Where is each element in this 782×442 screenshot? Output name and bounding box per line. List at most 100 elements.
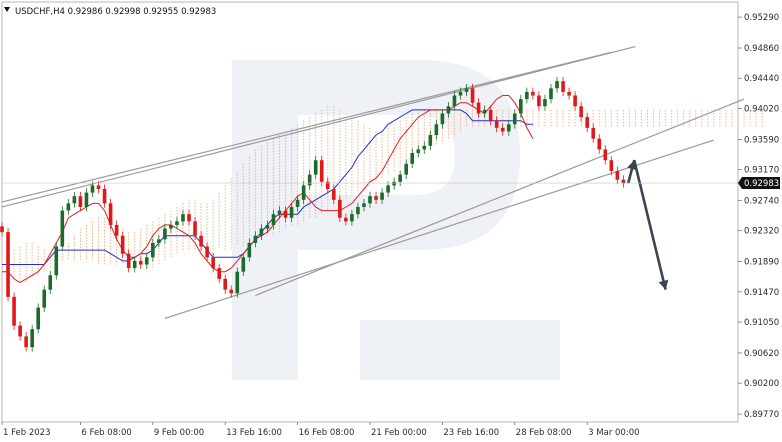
candle-bearish [96, 185, 101, 189]
candle-bearish [494, 120, 499, 128]
candle-bullish [30, 329, 34, 348]
candle-bearish [187, 214, 191, 222]
candle-bullish [555, 81, 559, 89]
candle-bullish [289, 206, 294, 218]
candle-bullish [271, 214, 276, 225]
candle-bullish [72, 196, 77, 204]
candle-bearish [500, 127, 505, 132]
candle-bullish [181, 214, 185, 222]
candle-bearish [344, 217, 348, 222]
candle-bullish [157, 239, 161, 243]
candle-bearish [615, 171, 620, 180]
channel-line [164, 139, 715, 320]
candle-bullish [512, 113, 517, 125]
candle-bullish [410, 153, 415, 164]
y-tick-label: 0.95290 [744, 13, 779, 23]
watermark-logo [232, 60, 560, 380]
y-tick-label: 0.94860 [744, 44, 779, 54]
candle-bearish [621, 179, 626, 184]
candle-bullish [295, 199, 300, 207]
candle-bullish [301, 185, 306, 200]
x-tick-label: 23 Feb 16:00 [443, 428, 499, 438]
candle-bullish [452, 95, 457, 107]
candle-bullish [368, 196, 372, 204]
forecast-arrowhead [658, 279, 669, 290]
candle-bearish [126, 253, 131, 269]
y-tick-label: 0.90200 [744, 379, 779, 389]
forecast-path [626, 159, 667, 290]
candle-bearish [476, 102, 481, 114]
x-tick-label: 16 Feb 08:00 [299, 428, 355, 438]
candle-bearish [561, 81, 565, 92]
time-axis: 1 Feb 2023 6 Feb 08:00 9 Feb 00:00 13 Feb 1… [1, 422, 640, 438]
candle-bearish [102, 188, 107, 204]
candle-bullish [151, 242, 155, 258]
x-tick-label: 28 Feb 08:00 [516, 428, 572, 438]
collapse-triangle-icon[interactable] [4, 7, 10, 12]
candle-bullish [144, 257, 149, 265]
y-tick-label: 0.91470 [744, 288, 779, 298]
x-tick-label: 21 Feb 00:00 [371, 428, 427, 438]
candle-bullish [543, 99, 547, 107]
candle-bullish [60, 210, 65, 247]
y-tick-label: 0.91890 [744, 258, 779, 268]
channel-line [1, 51, 612, 203]
y-tick-label: 0.89770 [744, 410, 779, 420]
candle-bearish [229, 289, 234, 294]
candle-bullish [362, 203, 366, 207]
candle-bearish [193, 221, 197, 236]
candle-bearish [585, 117, 589, 128]
trend-channel-lines [1, 46, 745, 320]
candle-bullish [54, 246, 59, 276]
candle-bearish [567, 91, 571, 96]
symbol-line: USDCHF,H4 0.92986 0.92998 0.92955 0.9298… [15, 7, 216, 17]
candle-bullish [398, 174, 402, 182]
candle-bullish [235, 271, 240, 294]
candle-bearish [338, 199, 342, 218]
x-tick-label: 1 Feb 2023 [3, 428, 51, 438]
chart-header: USDCHF,H4 0.92986 0.92998 0.92955 0.9298… [4, 7, 216, 17]
candle-bearish [217, 268, 221, 279]
candle-bearish [603, 149, 608, 161]
candle-bearish [374, 196, 378, 200]
candle-bearish [24, 336, 28, 348]
candle-bullish [392, 181, 396, 186]
watermark-block [360, 320, 560, 380]
candle-bullish [380, 192, 384, 200]
x-tick-label: 13 Feb 16:00 [226, 428, 282, 438]
price-axis: 0.95290 0.94860 0.94440 0.94020 0.93590 0.931… [2, 13, 780, 420]
candle-bullish [66, 203, 71, 211]
candle-bullish [434, 124, 439, 136]
y-tick-label: 0.94440 [744, 74, 779, 84]
y-tick-label: 0.94020 [744, 104, 779, 114]
candle-bullish [356, 206, 360, 215]
candle-bullish [350, 214, 354, 222]
y-tick-label: 0.91050 [744, 318, 779, 328]
candle-bullish [48, 275, 53, 290]
candle-bullish [519, 99, 523, 114]
candle-bearish [609, 160, 614, 172]
candle-bullish [458, 91, 463, 96]
candle-bullish [307, 174, 312, 186]
candle-bullish [525, 91, 529, 100]
candle-bullish [253, 235, 258, 243]
candle-bullish [259, 228, 264, 236]
candle-bearish [325, 181, 330, 189]
candle-bearish [18, 325, 22, 337]
watermark-letter [232, 60, 520, 380]
candle-bullish [42, 289, 47, 308]
forecast-arrow [626, 159, 669, 290]
candle-bullish [90, 185, 95, 193]
candle-bullish [277, 210, 282, 215]
y-tick-label: 0.92320 [744, 227, 779, 237]
candle-bearish [488, 109, 493, 121]
y-tick-label: 0.92740 [744, 196, 779, 206]
candle-bearish [283, 210, 288, 218]
candle-bullish [404, 163, 408, 175]
candle-bearish [120, 235, 125, 254]
candle-bearish [211, 257, 215, 269]
candle-bearish [138, 260, 143, 265]
y-tick-label: 0.93590 [744, 135, 779, 145]
candle-bearish [573, 95, 577, 107]
candle-bearish [78, 196, 83, 207]
